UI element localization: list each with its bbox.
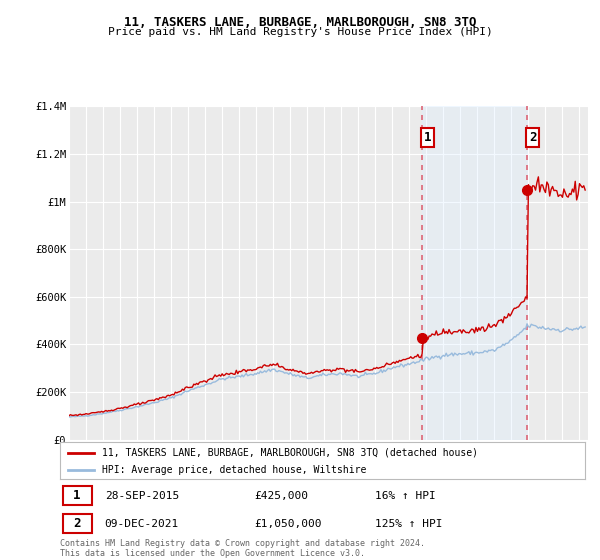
Text: 28-SEP-2015: 28-SEP-2015	[104, 491, 179, 501]
Text: £1,050,000: £1,050,000	[254, 519, 322, 529]
Text: HPI: Average price, detached house, Wiltshire: HPI: Average price, detached house, Wilt…	[102, 465, 367, 475]
Text: 125% ↑ HPI: 125% ↑ HPI	[375, 519, 443, 529]
FancyBboxPatch shape	[62, 486, 91, 505]
Text: 11, TASKERS LANE, BURBAGE, MARLBOROUGH, SN8 3TQ (detached house): 11, TASKERS LANE, BURBAGE, MARLBOROUGH, …	[102, 447, 478, 458]
Text: 09-DEC-2021: 09-DEC-2021	[104, 519, 179, 529]
Text: 11, TASKERS LANE, BURBAGE, MARLBOROUGH, SN8 3TQ: 11, TASKERS LANE, BURBAGE, MARLBOROUGH, …	[124, 16, 476, 29]
FancyBboxPatch shape	[62, 514, 91, 533]
Text: 2: 2	[529, 131, 536, 144]
Text: 2: 2	[73, 517, 81, 530]
Text: 1: 1	[424, 131, 431, 144]
Text: 1: 1	[73, 489, 81, 502]
Text: Contains HM Land Registry data © Crown copyright and database right 2024.
This d: Contains HM Land Registry data © Crown c…	[60, 539, 425, 558]
Text: 16% ↑ HPI: 16% ↑ HPI	[375, 491, 436, 501]
Text: Price paid vs. HM Land Registry's House Price Index (HPI): Price paid vs. HM Land Registry's House …	[107, 27, 493, 37]
Text: £425,000: £425,000	[254, 491, 308, 501]
Bar	[422, 106, 527, 440]
